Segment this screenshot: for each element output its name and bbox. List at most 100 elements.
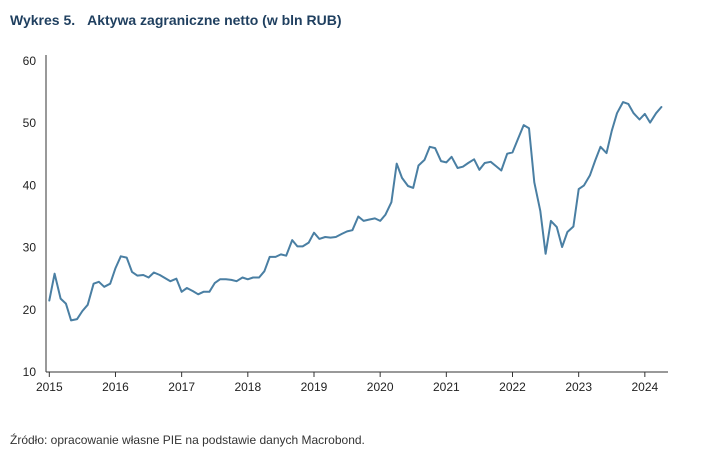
data-point: [379, 220, 381, 222]
data-point: [583, 184, 585, 186]
data-point: [638, 118, 641, 121]
data-point: [98, 281, 100, 283]
data-point: [429, 146, 431, 148]
data-point: [153, 271, 155, 274]
data-point: [594, 159, 596, 162]
data-point: [252, 276, 254, 279]
data-point: [511, 151, 514, 153]
x-tick-label: 2023: [565, 380, 592, 394]
data-point: [572, 225, 575, 228]
data-point: [644, 113, 646, 115]
data-point: [280, 253, 282, 255]
data-point: [247, 278, 249, 280]
data-point: [473, 158, 475, 160]
data-point: [70, 319, 72, 321]
data-point: [65, 303, 67, 305]
series-points: [48, 101, 663, 321]
data-point: [423, 159, 426, 161]
data-point: [93, 283, 95, 285]
data-point: [490, 161, 492, 163]
data-point: [164, 277, 166, 279]
data-point: [142, 274, 144, 276]
data-point: [169, 280, 171, 282]
series-line: [48, 101, 663, 322]
figure-title: Aktywa zagraniczne netto (w bln RUB): [87, 12, 342, 28]
data-point: [445, 161, 447, 163]
data-point: [655, 112, 657, 114]
data-point: [605, 152, 608, 154]
data-point: [87, 304, 89, 306]
data-point: [578, 188, 580, 190]
data-point: [181, 291, 183, 293]
data-point: [500, 169, 502, 172]
x-tick-label: 2015: [36, 380, 63, 394]
data-point: [517, 138, 519, 140]
data-point: [219, 278, 221, 280]
data-point: [346, 230, 348, 232]
data-point: [291, 239, 293, 241]
data-point: [296, 245, 298, 247]
x-axis: 2015 2016 2017 2018 2019 2020 2021 2022 2023 2024: [36, 371, 668, 394]
data-point: [76, 318, 78, 320]
data-point: [269, 256, 271, 258]
data-point: [275, 256, 277, 258]
data-point: [120, 255, 122, 257]
data-point: [616, 112, 618, 114]
data-point: [660, 106, 663, 108]
data-point: [302, 245, 304, 247]
data-point: [313, 232, 315, 234]
data-point: [241, 276, 244, 279]
y-tick-label: 30: [23, 241, 37, 255]
data-point: [136, 275, 138, 277]
data-point: [396, 163, 398, 165]
data-point: [561, 246, 563, 248]
x-tick-label: 2022: [499, 380, 526, 394]
data-point: [523, 124, 525, 126]
data-point: [451, 156, 453, 158]
data-point: [478, 169, 480, 171]
data-point: [131, 271, 133, 273]
data-point: [363, 220, 365, 222]
data-point: [484, 162, 486, 164]
data-point: [495, 165, 497, 167]
data-point: [412, 187, 414, 189]
data-point: [341, 233, 343, 235]
data-point: [434, 147, 436, 149]
x-tick-label: 2016: [102, 380, 129, 394]
data-point: [528, 127, 530, 129]
data-point: [357, 215, 359, 218]
data-point: [390, 201, 392, 203]
data-point: [599, 146, 602, 148]
data-point: [263, 270, 265, 272]
source-note: Źródło: opracowanie własne PIE na podsta…: [10, 433, 365, 447]
data-point: [351, 229, 353, 231]
data-point: [148, 276, 150, 279]
chart-title: Wykres 5. Aktywa zagraniczne netto (w bln…: [10, 12, 341, 28]
data-point: [192, 290, 194, 292]
plot-area: [48, 101, 663, 322]
data-point: [81, 310, 83, 312]
data-point: [109, 283, 111, 285]
x-tick-label: 2021: [433, 380, 460, 394]
y-axis: 10 20 30 40 50 60: [23, 54, 47, 379]
data-point: [175, 278, 177, 280]
data-point: [208, 291, 210, 293]
data-point: [324, 236, 326, 238]
data-point: [225, 278, 227, 280]
data-point: [48, 299, 50, 302]
data-point: [467, 162, 469, 164]
data-point: [401, 177, 403, 179]
data-point: [506, 153, 508, 155]
data-point: [114, 267, 117, 269]
data-point: [258, 276, 260, 279]
data-point: [197, 293, 199, 295]
data-point: [368, 219, 370, 221]
data-point: [440, 160, 442, 162]
data-point: [539, 210, 541, 212]
data-point: [236, 280, 238, 282]
data-point: [556, 226, 558, 228]
data-point: [633, 112, 635, 114]
data-point: [417, 164, 420, 167]
data-point: [566, 231, 569, 233]
